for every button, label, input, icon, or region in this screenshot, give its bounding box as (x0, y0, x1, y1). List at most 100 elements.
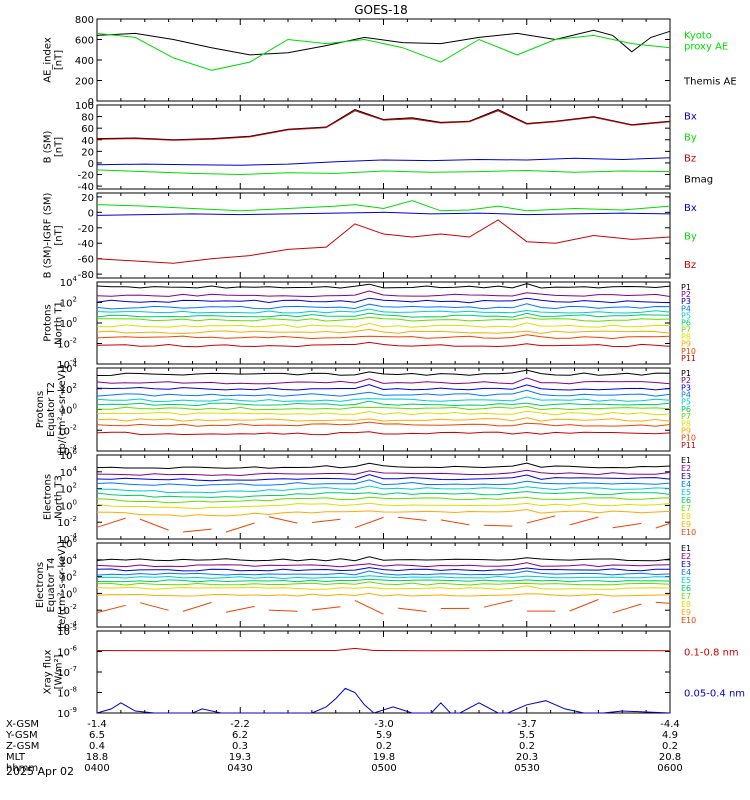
series-p4 (96, 389, 671, 397)
y-tick-label: 104 (60, 465, 78, 479)
series-p7 (96, 405, 671, 411)
y-tick-exp: -4 (70, 357, 78, 365)
y-tick-label: 10-9 (57, 706, 77, 720)
ephemeris-value: -1.4 (87, 719, 107, 730)
y-tick-label: 100 (60, 316, 77, 330)
ephemeris-label-y-gsm: Y-GSM (5, 730, 38, 741)
series-themis-ae (96, 29, 671, 56)
panel-frame (96, 630, 671, 714)
y-axis-label: Electrons (35, 562, 46, 608)
y-tick-label: 104 (60, 275, 78, 289)
ephemeris-value: 19.3 (229, 752, 251, 763)
series-e10 (526, 515, 556, 524)
ephemeris-value: 19.8 (373, 752, 395, 763)
series-p5 (96, 396, 671, 403)
series-e8 (96, 585, 671, 590)
series-p8 (96, 410, 671, 416)
y-tick-label: 40 (81, 136, 94, 147)
series-e7 (96, 496, 671, 504)
series-p10 (96, 334, 671, 340)
series-e10 (354, 599, 384, 615)
y-axis-label: [e/(cm²-s-sr-keV)] (57, 541, 68, 629)
series-p1 (96, 283, 671, 289)
series-e10 (139, 518, 169, 531)
series-p2 (96, 290, 671, 298)
series-p4 (96, 303, 671, 310)
ephemeris-value: -3.7 (517, 719, 537, 730)
y-tick-exp: 0 (73, 586, 77, 594)
y-tick-base: 10 (57, 606, 70, 617)
series-e5 (96, 575, 671, 580)
panel-frame (96, 367, 671, 452)
y-tick-label: -20 (78, 224, 94, 235)
legend-p10: P10 (681, 434, 696, 443)
y-tick-label: 10-6 (57, 645, 77, 659)
y-tick-label: 102 (60, 482, 77, 496)
y-tick-label: 400 (75, 56, 94, 67)
y-tick-base: 10 (57, 709, 70, 720)
y-tick-label: 100 (60, 403, 77, 417)
ephemeris-value: 5.9 (376, 730, 392, 741)
y-tick-exp: 0 (73, 403, 77, 411)
y-axis-label: North T3 (54, 475, 65, 519)
ephemeris-value: 20.3 (516, 752, 538, 763)
y-axis-label: [nT] (54, 137, 65, 157)
series-e9 (96, 592, 671, 597)
y-tick-exp: 4 (73, 465, 78, 473)
legend-entry: 0.05-0.4 nm (684, 689, 745, 700)
y-tick-label: 0 (88, 208, 94, 219)
y-tick-base: 10 (60, 406, 73, 417)
y-tick-base: 10 (60, 485, 73, 496)
y-tick-label: -80 (78, 270, 94, 281)
series-e10 (569, 599, 599, 612)
y-tick-exp: -2 (70, 603, 77, 611)
ephemeris-value: 5.5 (519, 730, 535, 741)
y-tick-exp: -7 (70, 665, 77, 673)
legend-p5: P5 (681, 398, 691, 407)
y-tick-label: 600 (75, 36, 94, 47)
y-tick-base: 10 (60, 468, 73, 479)
legend-entry: Bz (684, 154, 696, 165)
legend-p11: P11 (681, 354, 696, 363)
y-tick-base: 10 (60, 556, 73, 567)
y-tick-exp: 2 (73, 296, 77, 304)
y-tick-label: 104 (60, 553, 78, 567)
ephemeris-value: 6.2 (232, 730, 248, 741)
series-p3 (96, 297, 671, 304)
series-0-1-0-8-nm (96, 647, 671, 652)
y-axis-label: [nT] (54, 50, 65, 70)
y-tick-base: 10 (60, 385, 73, 396)
y-tick-label: 10-8 (57, 686, 77, 700)
y-tick-label: -20 (78, 171, 94, 182)
y-axis-label: Xray flux (43, 650, 54, 695)
legend-e5: E5 (681, 488, 691, 497)
y-tick-label: 10-2 (57, 337, 77, 351)
series-by (96, 169, 671, 176)
legend-p2: P2 (681, 376, 691, 385)
y-tick-label: 10-2 (57, 423, 77, 437)
legend-p9: P9 (681, 426, 691, 435)
y-tick-label: 100 (60, 586, 77, 600)
y-tick-base: 10 (57, 689, 70, 700)
y-tick-exp: -2 (70, 423, 77, 431)
legend-e3: E3 (681, 560, 691, 569)
legend-e5: E5 (681, 576, 691, 585)
y-tick-exp: 6 (73, 536, 78, 544)
legend-e6: E6 (681, 496, 691, 505)
ephemeris-value: 0.3 (232, 741, 248, 752)
legend-entry: Bz (684, 260, 696, 271)
y-tick-exp: -5 (70, 624, 77, 632)
y-tick-label: 10-2 (57, 515, 77, 529)
y-tick-label: 20 (81, 193, 94, 204)
series-e6 (96, 491, 671, 498)
series-p9 (96, 417, 671, 422)
series-e10 (655, 522, 671, 529)
y-tick-label: 10-4 (57, 357, 77, 371)
y-tick-base: 10 (57, 648, 70, 659)
y-axis-label: B (SM)-IGRF (SM) (43, 193, 54, 279)
y-axis-label: [p/(cm²-s-sr-keV)] (57, 366, 68, 454)
legend-e4: E4 (681, 480, 691, 489)
